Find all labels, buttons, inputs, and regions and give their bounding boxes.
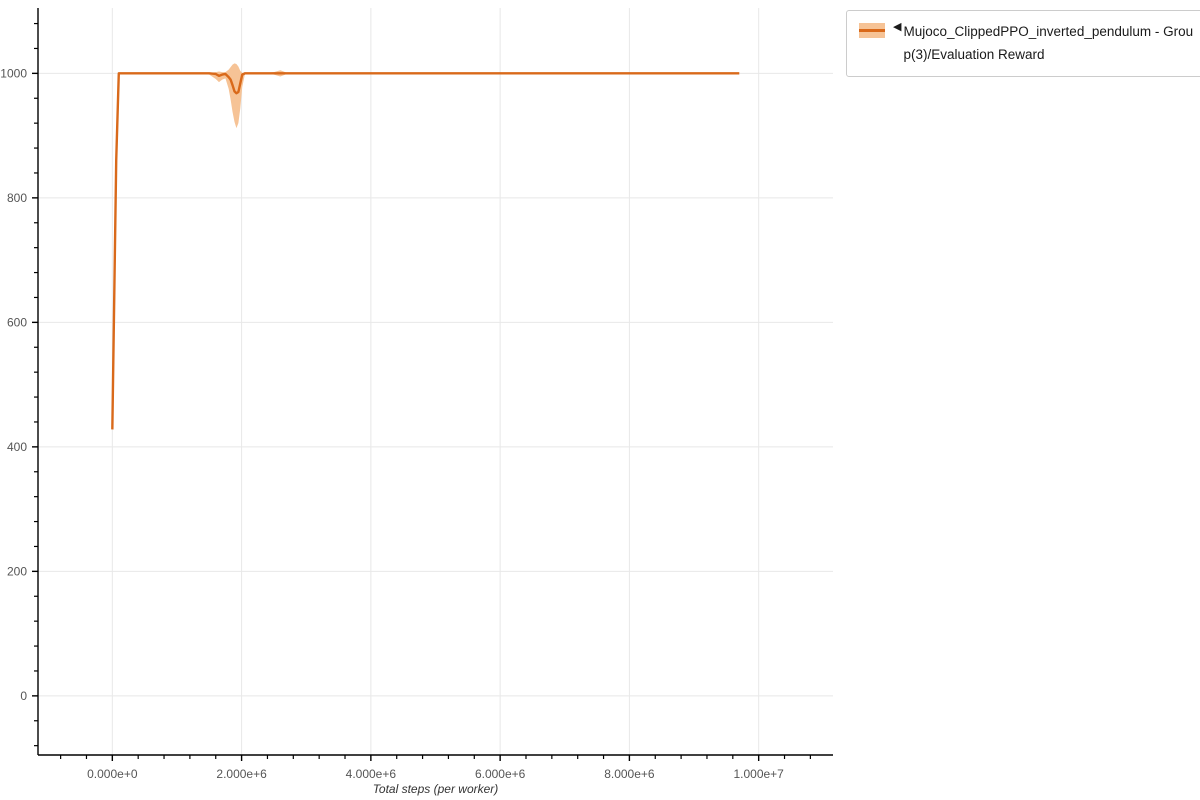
x-axis-title: Total steps (per worker) bbox=[373, 782, 499, 796]
legend-swatch-line bbox=[859, 29, 885, 32]
uncertainty-band bbox=[112, 63, 740, 430]
legend-entry-label: Mujoco_ClippedPPO_inverted_pendulum - Gr… bbox=[903, 24, 1194, 63]
series-band bbox=[112, 63, 740, 430]
axis-title-layer: Total steps (per worker) bbox=[373, 782, 499, 796]
chart-legend[interactable]: ◀ Mujoco_ClippedPPO_inverted_pendulum - … bbox=[846, 10, 1200, 78]
x-tick-label: 0.000e+0 bbox=[87, 767, 138, 781]
x-tick-label: 6.000e+6 bbox=[475, 767, 526, 781]
x-tick-label: 8.000e+6 bbox=[604, 767, 655, 781]
x-tick-label: 2.000e+6 bbox=[216, 767, 267, 781]
y-tick-label: 800 bbox=[7, 191, 27, 205]
series-line bbox=[111, 72, 740, 430]
axis-ticks bbox=[32, 22, 811, 761]
y-tick-label: 0 bbox=[20, 689, 27, 703]
series-mean-line bbox=[111, 72, 740, 430]
gridlines bbox=[38, 8, 833, 755]
legend-color-swatch bbox=[859, 23, 885, 38]
x-tick-label: 1.000e+7 bbox=[733, 767, 784, 781]
legend-collapse-arrow-icon[interactable]: ◀ bbox=[893, 21, 902, 33]
y-tick-label: 600 bbox=[7, 315, 27, 329]
x-tick-label: 4.000e+6 bbox=[346, 767, 397, 781]
y-tick-label: 400 bbox=[7, 440, 27, 454]
axis-spines bbox=[37, 8, 833, 756]
y-tick-label: 200 bbox=[7, 564, 27, 578]
y-tick-label: 1000 bbox=[0, 66, 27, 80]
axis-tick-labels: 0 200 400 600 800 1000 0.000e+0 2.000e+6 4.000e+… bbox=[0, 66, 784, 781]
